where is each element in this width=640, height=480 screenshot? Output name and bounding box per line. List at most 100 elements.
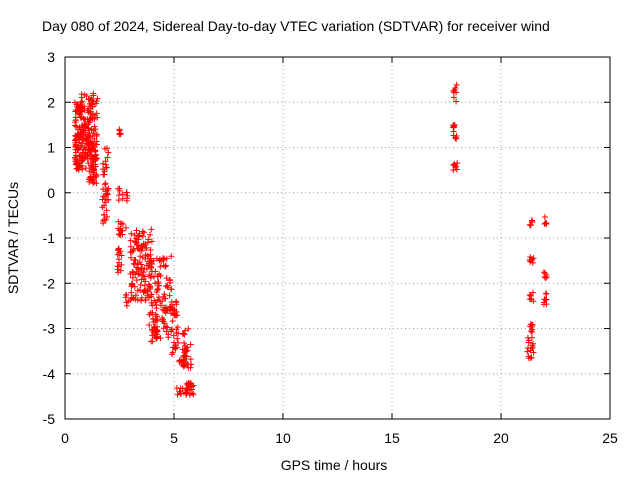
- data-point: [174, 391, 181, 398]
- data-point: [170, 332, 177, 339]
- data-point: [152, 327, 159, 334]
- data-point: [159, 298, 166, 305]
- data-point: [122, 291, 129, 298]
- data-point: [123, 302, 130, 309]
- data-point: [173, 344, 180, 351]
- data-point: [115, 218, 122, 225]
- data-point: [117, 221, 124, 228]
- data-point: [542, 296, 549, 303]
- data-point: [127, 254, 134, 261]
- data-point: [543, 220, 550, 227]
- data-point: [137, 267, 144, 274]
- data-point: [72, 160, 79, 167]
- data-point: [128, 289, 135, 296]
- data-point: [541, 213, 548, 220]
- data-point: [528, 328, 535, 335]
- data-point: [171, 312, 178, 319]
- data-point: [74, 165, 81, 172]
- data-point: [129, 280, 136, 287]
- y-tick-label: 2: [47, 94, 55, 110]
- data-point: [184, 361, 191, 368]
- data-point: [528, 354, 535, 361]
- data-point: [453, 98, 460, 105]
- data-point: [185, 379, 192, 386]
- data-point: [146, 286, 153, 293]
- data-points: [71, 81, 550, 398]
- data-point: [132, 296, 139, 303]
- x-tick-label: 10: [275, 430, 291, 446]
- data-point: [86, 176, 93, 183]
- data-point: [152, 268, 159, 275]
- data-point: [163, 328, 170, 335]
- data-point: [87, 109, 94, 116]
- data-point: [76, 153, 83, 160]
- data-point: [543, 274, 550, 281]
- data-point: [451, 122, 458, 129]
- data-point: [90, 180, 97, 187]
- data-point: [149, 302, 156, 309]
- data-point: [133, 277, 140, 284]
- data-point: [145, 281, 152, 288]
- data-point: [92, 157, 99, 164]
- data-point: [89, 163, 96, 170]
- data-point: [157, 263, 164, 270]
- data-point: [159, 318, 166, 325]
- data-point: [187, 383, 194, 390]
- data-point: [86, 119, 93, 126]
- y-tick-label: -4: [43, 366, 56, 382]
- data-point: [104, 154, 111, 161]
- data-point: [542, 219, 549, 226]
- data-point: [137, 253, 144, 260]
- data-point: [78, 104, 85, 111]
- data-point: [85, 96, 92, 103]
- data-point: [116, 131, 123, 138]
- data-point: [99, 196, 106, 203]
- data-point: [171, 339, 178, 346]
- data-point: [104, 191, 111, 198]
- data-point: [529, 289, 536, 296]
- data-point: [134, 287, 141, 294]
- data-point: [115, 245, 122, 252]
- data-point: [103, 207, 110, 214]
- data-point: [450, 132, 457, 139]
- data-point: [73, 133, 80, 140]
- data-point: [154, 273, 161, 280]
- data-point: [104, 213, 111, 220]
- data-point: [543, 290, 550, 297]
- data-point: [150, 319, 157, 326]
- data-point: [127, 237, 134, 244]
- data-point: [127, 249, 134, 256]
- data-point: [131, 283, 138, 290]
- data-point: [452, 163, 459, 170]
- data-point: [130, 247, 137, 254]
- data-point: [101, 168, 108, 175]
- x-tick-label: 20: [493, 430, 509, 446]
- data-point: [114, 251, 121, 258]
- data-point: [143, 244, 150, 251]
- data-point: [529, 342, 536, 349]
- data-point: [169, 349, 176, 356]
- data-point: [173, 298, 180, 305]
- data-point: [147, 246, 154, 253]
- data-point: [181, 339, 188, 346]
- data-point: [115, 192, 122, 199]
- data-point: [114, 263, 121, 270]
- data-point: [181, 331, 188, 338]
- data-point: [152, 280, 159, 287]
- data-point: [528, 334, 535, 341]
- data-point: [129, 274, 136, 281]
- data-point: [148, 263, 155, 270]
- data-point: [79, 122, 86, 129]
- data-point: [453, 166, 460, 173]
- data-point: [94, 131, 101, 138]
- data-point: [91, 115, 98, 122]
- data-point: [90, 166, 97, 173]
- data-point: [148, 338, 155, 345]
- data-point: [147, 309, 154, 316]
- data-point: [127, 243, 134, 250]
- x-tick-label: 15: [384, 430, 400, 446]
- data-point: [79, 135, 86, 142]
- data-point: [540, 269, 547, 276]
- data-point: [168, 286, 175, 293]
- data-point: [91, 147, 98, 154]
